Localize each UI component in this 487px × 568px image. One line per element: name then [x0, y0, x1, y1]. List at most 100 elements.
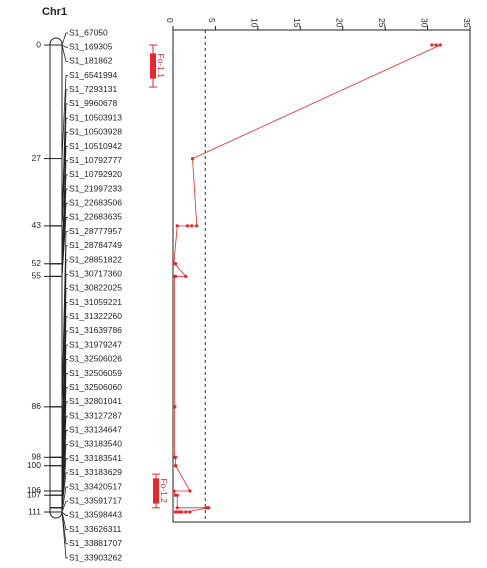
- marker-connector: [61, 217, 68, 277]
- lod-point: [173, 464, 178, 468]
- marker-connector: [61, 458, 68, 508]
- marker-label: S1_28784749: [69, 240, 122, 250]
- marker-label: S1_32506060: [69, 382, 122, 392]
- chart-title: Chr1: [42, 6, 67, 18]
- lod-point: [173, 455, 178, 459]
- lod-point: [184, 510, 188, 514]
- lod-point: [207, 506, 211, 510]
- lod-point: [188, 510, 192, 514]
- marker-label: S1_10510942: [69, 141, 122, 151]
- marker-label: S1_9960678: [69, 98, 117, 108]
- lod-point: [172, 489, 176, 493]
- qtl-label: Fo-1.1: [156, 53, 166, 78]
- marker-connector: [61, 401, 68, 496]
- qtl-bar: [153, 478, 159, 504]
- marker-label: S1_33881707: [69, 538, 122, 548]
- x-tick-label: 15: [292, 18, 302, 28]
- lod-point: [188, 489, 192, 493]
- lod-point: [175, 493, 179, 497]
- x-tick-label: 25: [377, 18, 387, 28]
- qtl-bar: [150, 53, 156, 79]
- position-label: 86: [32, 401, 42, 411]
- marker-label: S1_7293131: [69, 84, 117, 94]
- chromosome-bar: [49, 37, 63, 519]
- x-tick-label: 35: [462, 18, 472, 28]
- marker-label: S1_33183629: [69, 467, 122, 477]
- x-tick-label: 0: [165, 18, 175, 23]
- marker-label: S1_33598443: [69, 510, 122, 520]
- lod-point: [185, 224, 190, 228]
- marker-connector: [61, 500, 68, 513]
- marker-label: S1_21997233: [69, 183, 122, 193]
- lod-point: [190, 224, 194, 228]
- marker-connector: [61, 44, 68, 48]
- x-tick-label: 5: [207, 18, 217, 23]
- marker-connector: [61, 330, 68, 466]
- marker-label: S1_67050: [69, 27, 108, 37]
- lod-point: [184, 274, 188, 278]
- marker-label: S1_33134647: [69, 425, 122, 435]
- x-tick-label: 30: [419, 18, 429, 28]
- marker-label: S1_22683506: [69, 198, 122, 208]
- marker-label: S1_30822025: [69, 283, 122, 293]
- marker-label: S1_33420517: [69, 481, 122, 491]
- position-label: 100: [27, 460, 41, 470]
- marker-label: S1_32801041: [69, 396, 122, 406]
- marker-label: S1_31979247: [69, 339, 122, 349]
- position-label: 43: [32, 220, 42, 230]
- marker-label: S1_22683635: [69, 212, 122, 222]
- marker-label: S1_32506059: [69, 368, 122, 378]
- marker-label: S1_33626311: [69, 524, 122, 534]
- marker-connector: [61, 511, 68, 531]
- marker-connector: [61, 131, 68, 226]
- marker-connector: [61, 511, 68, 516]
- marker-label: S1_33183541: [69, 453, 122, 463]
- lod-point: [438, 43, 442, 47]
- marker-label: S1_10503913: [69, 112, 122, 122]
- lod-point: [173, 405, 177, 409]
- marker-connector: [61, 75, 68, 159]
- qtl-label: Fo-1.2: [159, 478, 169, 503]
- marker-connector: [61, 32, 68, 46]
- marker-label: S1_33903262: [69, 552, 122, 562]
- marker-label: S1_31639786: [69, 325, 122, 335]
- lod-point: [173, 274, 177, 278]
- lod-point: [430, 43, 434, 47]
- marker-label: S1_32506026: [69, 354, 122, 364]
- lod-point: [175, 224, 179, 228]
- lod-line: [173, 44, 441, 513]
- position-label: 0: [36, 39, 41, 49]
- position-label: 52: [32, 258, 42, 268]
- lod-point: [173, 510, 178, 514]
- marker-label: S1_33591717: [69, 495, 122, 505]
- marker-label: S1_33127287: [69, 410, 122, 420]
- lod-point: [434, 43, 438, 47]
- marker-label: S1_30717360: [69, 268, 122, 278]
- marker-connector: [61, 472, 68, 508]
- marker-label: S1_28777957: [69, 226, 122, 236]
- x-tick-label: 10: [250, 18, 260, 28]
- marker-label: S1_10792777: [69, 155, 122, 165]
- marker-label: S1_33183540: [69, 439, 122, 449]
- marker-label: S1_169305: [69, 41, 113, 51]
- lod-point: [175, 506, 179, 510]
- marker-connector: [61, 44, 68, 62]
- lod-point: [195, 224, 199, 228]
- marker-label: S1_181862: [69, 56, 113, 66]
- marker-connector: [61, 259, 68, 407]
- marker-label: S1_10503928: [69, 127, 122, 137]
- lod-point: [190, 156, 195, 161]
- lod-point: [173, 262, 177, 266]
- position-label: 106: [27, 485, 41, 495]
- marker-label: S1_10792920: [69, 169, 122, 179]
- x-tick-label: 20: [334, 18, 344, 28]
- marker-label: S1_6541994: [69, 70, 117, 80]
- position-label: 98: [32, 452, 42, 462]
- marker-label: S1_31059221: [69, 297, 122, 307]
- marker-connector: [61, 511, 68, 559]
- plot-frame: [172, 29, 471, 523]
- position-label: 107: [27, 489, 41, 499]
- position-label: 27: [32, 153, 42, 163]
- position-label: 111: [28, 506, 41, 516]
